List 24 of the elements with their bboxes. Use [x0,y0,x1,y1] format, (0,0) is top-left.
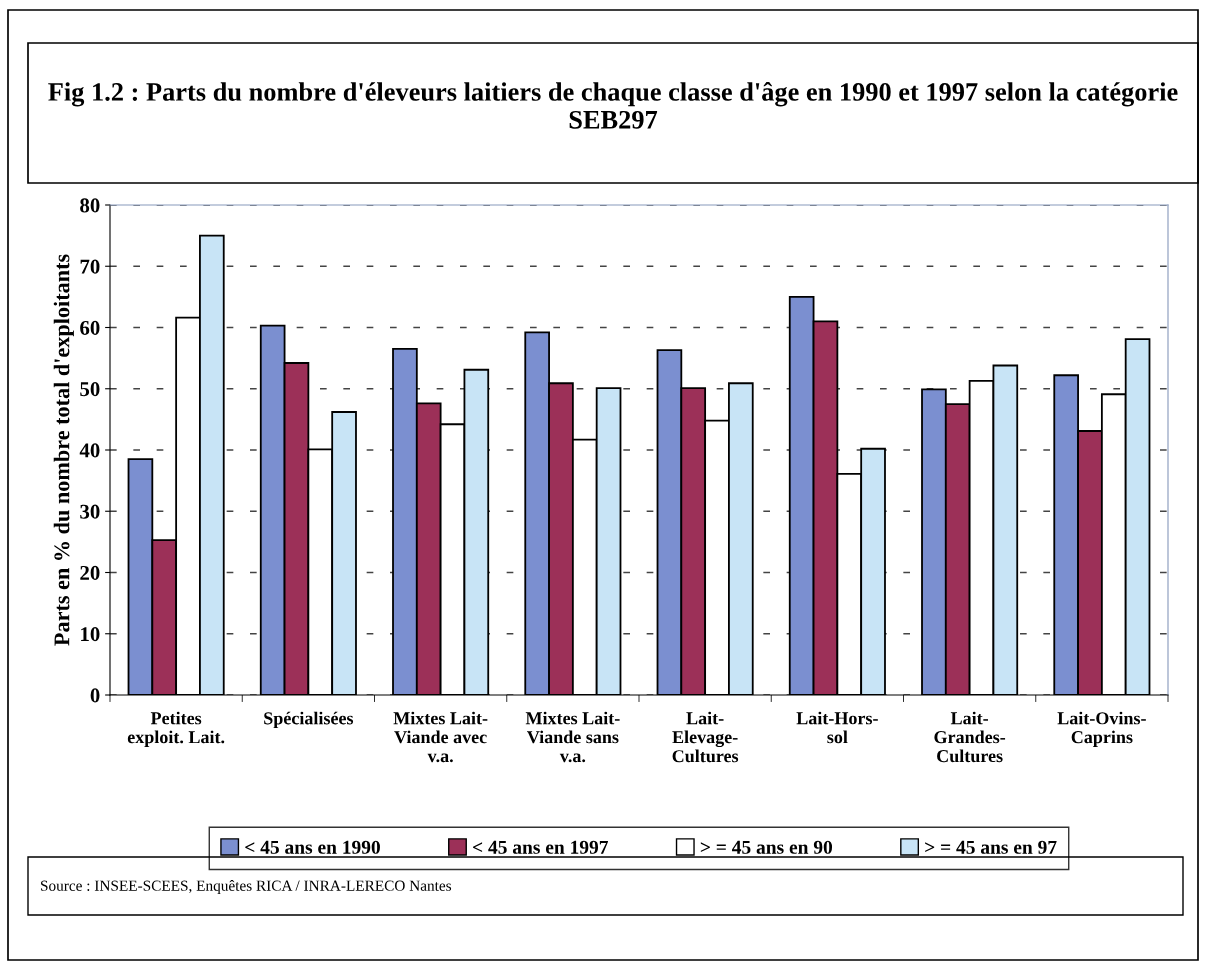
x-tick-label: Lait-Ovins- Caprins [1057,711,1146,747]
x-tick-label: Petites exploit. Lait. [127,711,225,747]
source-note: Source : INSEE-SCEES, Enquêtes RICA / INRA-LERECO Nantes [41,880,452,894]
y-tick-label: 40 [79,443,100,458]
y-axis-title: Parts en % du nombre total d'exploitants [53,254,74,646]
x-tick-label: Mixtes Lait- Viande sans v.a. [525,711,620,763]
x-tick-label: Spécialisées [264,711,354,729]
y-tick-label: 70 [80,259,100,274]
y-tick-label: 80 [80,198,100,213]
legend-label: > = 45 ans en 90 [700,840,833,854]
x-tick-label: Lait-Hors- sol [796,711,878,744]
y-tick-label: 50 [80,382,100,397]
legend-label: > = 45 ans en 97 [925,840,1057,854]
legend-label: < 45 ans en 1997 [473,840,608,854]
y-tick-label: 0 [90,688,100,703]
x-tick-label: Lait- Grandes- Cultures [934,711,1006,763]
x-tick-label: Mixtes Lait- Viande avec v.a. [393,711,488,763]
chart-title: Fig 1.2 : Parts du nombre d'éleveurs laitiers de chaque classe d'âge en 1990 et 1997 selon la catégorie SEB297 [48,81,1178,129]
y-tick-label: 30 [80,504,100,519]
y-tick-label: 20 [80,565,100,580]
y-tick-label: 10 [81,627,100,642]
legend-label: < 45 ans en 1990 [245,840,380,854]
x-tick-label: Lait- Elevage- Cultures [672,711,739,763]
y-tick-label: 60 [80,320,100,335]
